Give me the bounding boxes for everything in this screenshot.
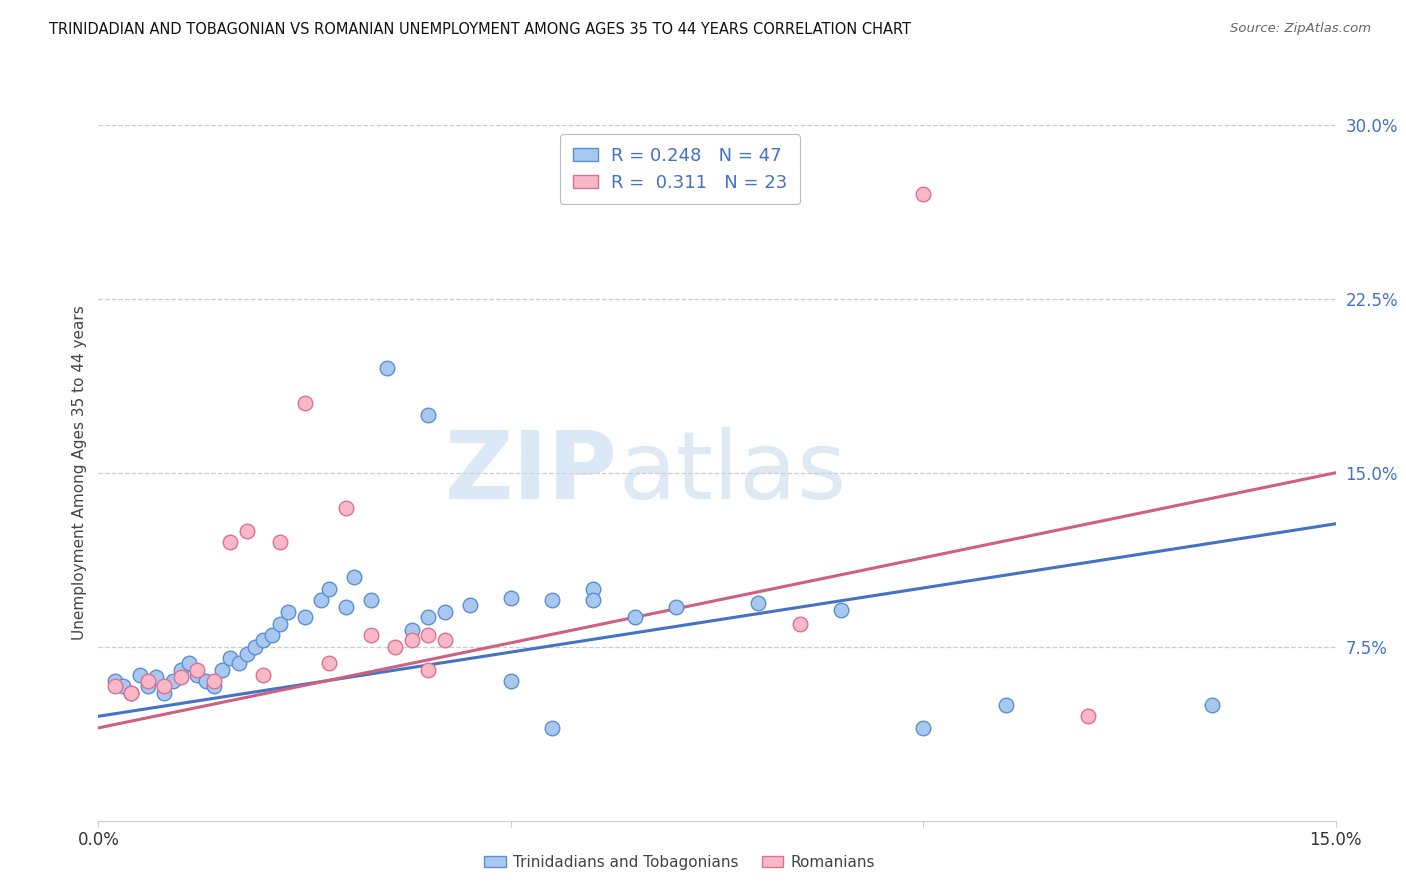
Point (145, 670, 167, 684)
Point (1201, 698, 1223, 712)
Point (582, 593, 605, 607)
Point (170, 663, 193, 677)
Point (136, 674, 159, 689)
Point (375, 361, 398, 376)
Point (104, 674, 127, 689)
Text: ZIP: ZIP (446, 426, 619, 519)
Point (1077, 709, 1099, 723)
Point (252, 632, 274, 647)
Text: atlas: atlas (619, 426, 846, 519)
Point (252, 667, 274, 681)
Point (104, 679, 127, 693)
Point (112, 679, 135, 693)
Point (499, 591, 522, 605)
Point (401, 624, 423, 638)
Point (228, 656, 250, 670)
Point (202, 679, 225, 693)
Point (186, 667, 208, 681)
Point (136, 679, 159, 693)
Point (202, 674, 225, 689)
Point (162, 674, 184, 689)
Point (236, 647, 259, 661)
Point (343, 570, 366, 584)
Point (335, 600, 357, 615)
Point (194, 674, 217, 689)
Point (269, 616, 291, 631)
Point (219, 535, 242, 549)
Point (277, 605, 299, 619)
Point (582, 582, 605, 596)
Point (236, 524, 259, 538)
Point (219, 651, 242, 665)
Point (384, 640, 406, 654)
Point (294, 609, 316, 624)
Point (418, 628, 440, 642)
Point (120, 686, 142, 700)
Point (433, 632, 456, 647)
Point (433, 605, 456, 619)
Point (318, 582, 340, 596)
Point (541, 593, 564, 607)
Point (120, 686, 142, 700)
Point (541, 721, 564, 735)
Point (789, 616, 811, 631)
Legend: Trinidadians and Tobagonians, Romanians: Trinidadians and Tobagonians, Romanians (478, 848, 882, 876)
Point (153, 686, 176, 700)
Point (335, 500, 357, 515)
Point (186, 663, 208, 677)
Point (499, 674, 522, 689)
Point (318, 656, 340, 670)
Point (623, 609, 645, 624)
Point (401, 632, 423, 647)
Text: Source: ZipAtlas.com: Source: ZipAtlas.com (1230, 22, 1371, 36)
Point (243, 640, 266, 654)
Point (360, 593, 382, 607)
Point (211, 663, 233, 677)
Point (309, 593, 332, 607)
Point (994, 698, 1017, 712)
Point (128, 667, 150, 681)
Text: TRINIDADIAN AND TOBAGONIAN VS ROMANIAN UNEMPLOYMENT AMONG AGES 35 TO 44 YEARS CO: TRINIDADIAN AND TOBAGONIAN VS ROMANIAN U… (49, 22, 911, 37)
Point (912, 721, 935, 735)
Point (418, 609, 440, 624)
Point (418, 408, 440, 422)
Point (665, 600, 688, 615)
Point (360, 628, 382, 642)
Point (170, 670, 193, 684)
Point (912, 187, 935, 202)
Point (179, 656, 201, 670)
Point (294, 396, 316, 410)
Point (418, 663, 440, 677)
Point (269, 535, 291, 549)
Point (458, 598, 481, 612)
Point (830, 602, 852, 616)
Point (153, 679, 176, 693)
Point (260, 628, 283, 642)
Point (747, 596, 769, 610)
Y-axis label: Unemployment Among Ages 35 to 44 years: Unemployment Among Ages 35 to 44 years (72, 305, 87, 640)
